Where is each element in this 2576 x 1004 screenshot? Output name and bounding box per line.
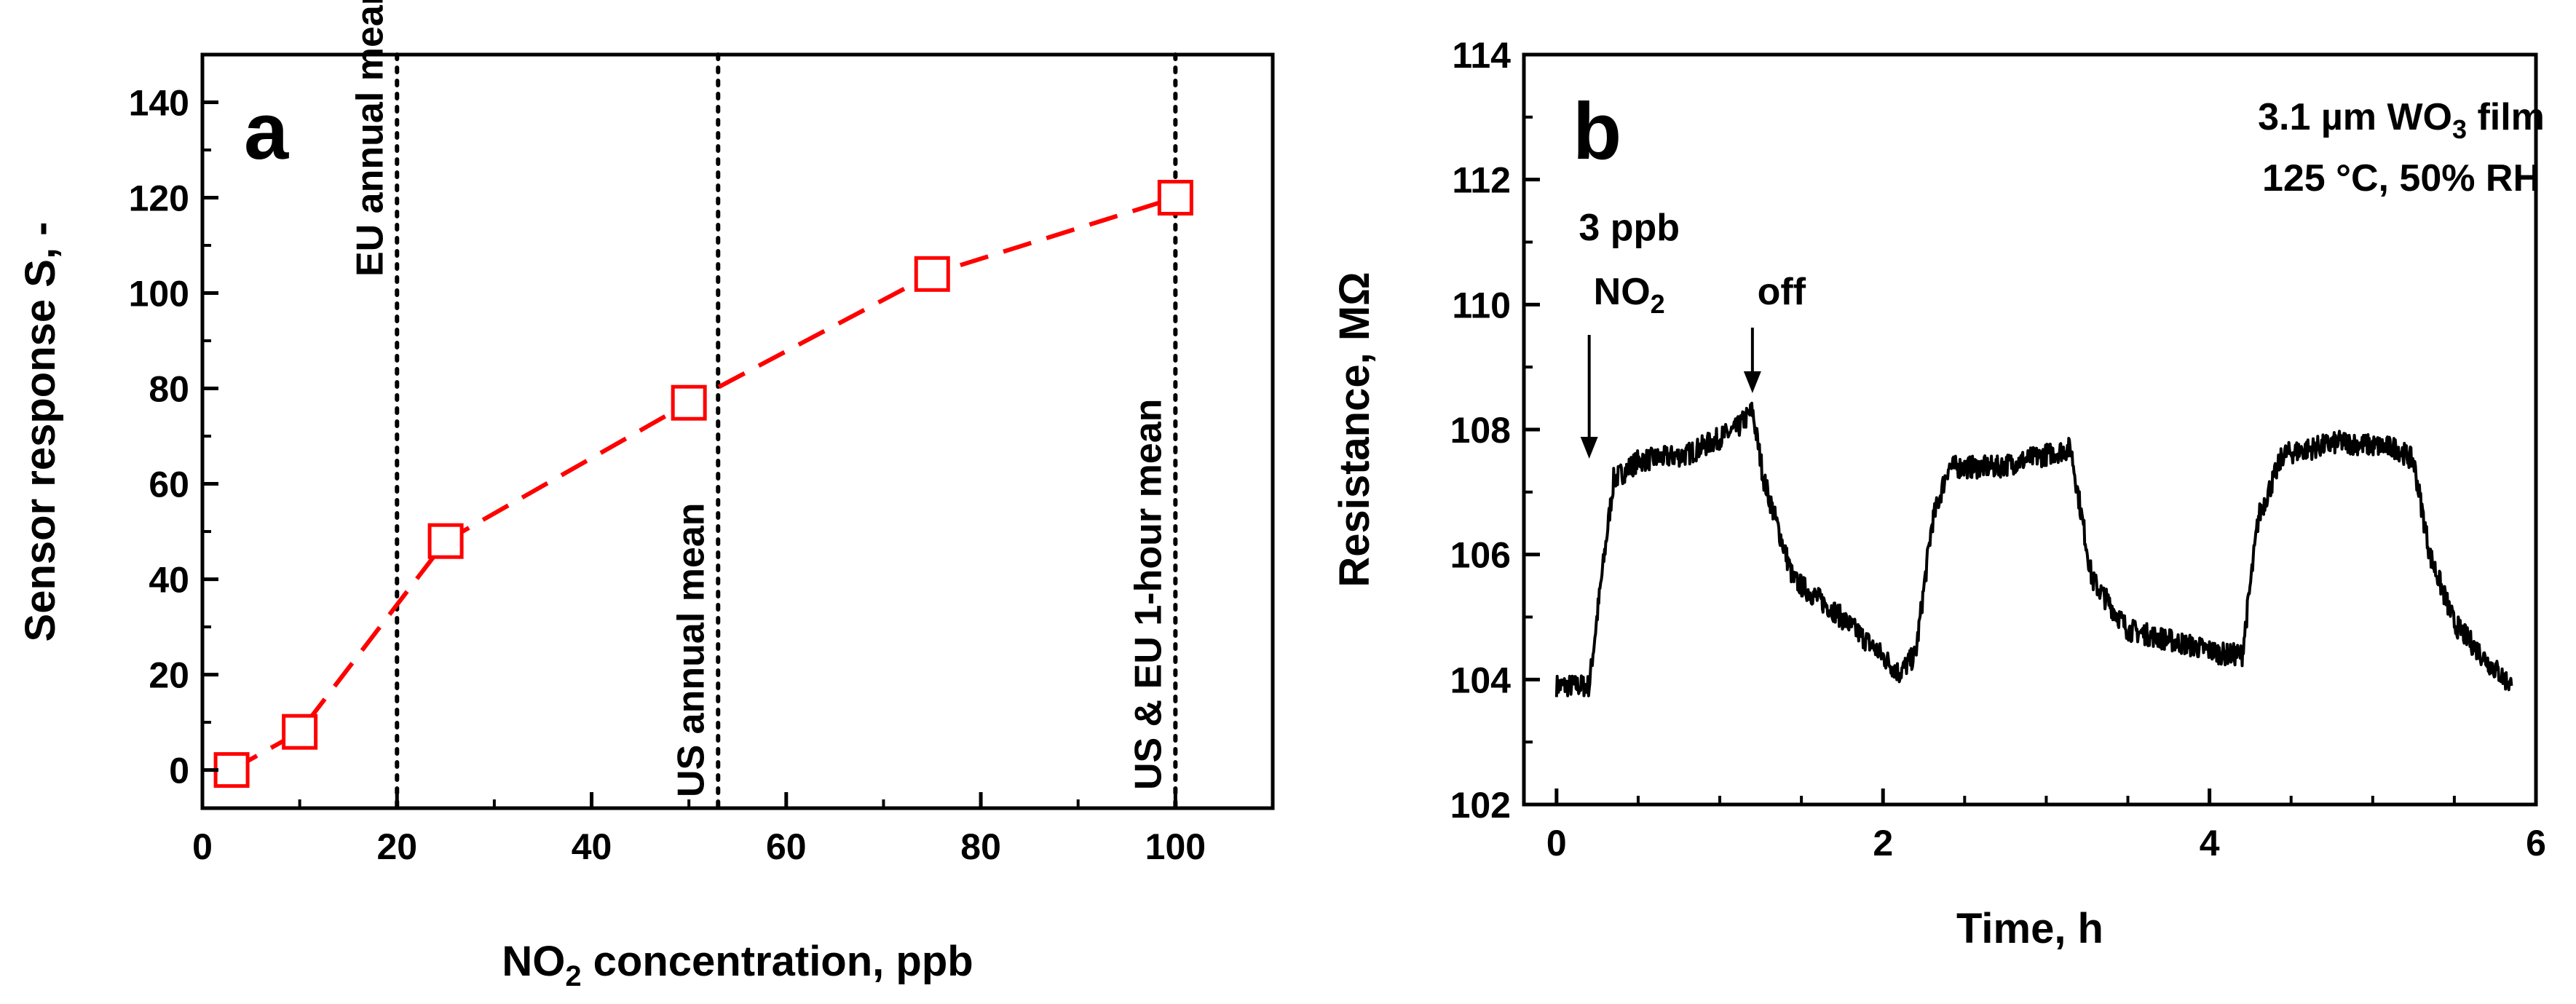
reference-label-eu-annual: EU annual mean [349, 0, 391, 277]
data-point-2 [427, 523, 464, 559]
event-off-label: off [1758, 271, 1806, 313]
event-off-arrow-head [1743, 371, 1761, 393]
x-tick-label: 6 [2526, 823, 2546, 863]
resistance-trace [1554, 401, 2513, 697]
y-tick-label: 40 [149, 560, 189, 601]
film-annotation: 3.1 µm WO3 film [2258, 96, 2545, 144]
x-tick-label: 80 [960, 826, 1001, 867]
y-tick-label: 140 [129, 83, 189, 124]
panel-b-y-axis-title: Resistance, MΩ [1331, 272, 1378, 587]
x-tick-label: 20 [376, 826, 417, 867]
y-tick-label: 60 [149, 465, 189, 505]
y-tick-label: 0 [169, 751, 189, 791]
y-tick-label: 20 [149, 655, 189, 696]
panel-a-axes-frame [200, 52, 1275, 810]
x-tick-label: 40 [572, 826, 612, 867]
data-point-1 [282, 714, 318, 750]
x-tick-label: 0 [1546, 823, 1567, 863]
y-tick-label: 112 [1452, 160, 1511, 201]
reference-label-us-annual: US annual mean [670, 502, 712, 797]
x-tick-label: 2 [1873, 823, 1893, 863]
panel-b-x-axis-title: Time, h [1956, 905, 2103, 952]
data-point-4 [914, 256, 950, 292]
panel-a-ticks: 0 20 40 60 80 100 0 20 40 60 80 100 120 140 [129, 83, 1206, 867]
y-tick-label: 114 [1452, 35, 1511, 76]
data-point-0 [213, 752, 250, 788]
y-tick-label: 110 [1452, 285, 1511, 325]
y-tick-label: 80 [149, 369, 189, 410]
reference-label-1hour-mean: US & EU 1-hour mean [1127, 399, 1169, 790]
panel-a: 0 20 40 60 80 100 0 20 40 60 80 100 120 140 a EU annu… [17, 0, 1275, 992]
y-tick-label: 102 [1450, 785, 1511, 826]
data-point-5 [1157, 180, 1193, 216]
panel-a-label: a [244, 87, 289, 176]
panel-b: 0 2 4 6 102 104 106 108 110 112 114 b 3.1 µm WO3 f… [1331, 35, 2546, 952]
data-point-3 [671, 384, 707, 421]
x-tick-label: 60 [766, 826, 807, 867]
event-on-label-line2: NO2 [1594, 271, 1665, 319]
panel-a-y-axis-title: Sensor response S, - [17, 222, 64, 642]
panel-a-x-axis-title: NO2 concentration, ppb [502, 938, 973, 992]
conditions-annotation: 125 °C, 50% RH [2262, 157, 2540, 199]
y-tick-label: 100 [129, 274, 189, 315]
panel-b-ticks: 0 2 4 6 102 104 106 108 110 112 114 [1450, 35, 2546, 863]
y-tick-label: 108 [1450, 410, 1511, 451]
x-tick-label: 0 [192, 826, 213, 867]
y-tick-label: 106 [1450, 535, 1511, 576]
event-on-arrow-head [1580, 437, 1598, 459]
y-tick-label: 120 [129, 178, 189, 219]
y-tick-label: 104 [1450, 660, 1512, 700]
panel-b-label: b [1573, 87, 1621, 176]
event-on-label-line1: 3 ppb [1579, 207, 1680, 249]
panel-b-plot-area [1554, 328, 2513, 697]
x-tick-label: 100 [1145, 826, 1206, 867]
x-tick-label: 4 [2200, 823, 2220, 863]
